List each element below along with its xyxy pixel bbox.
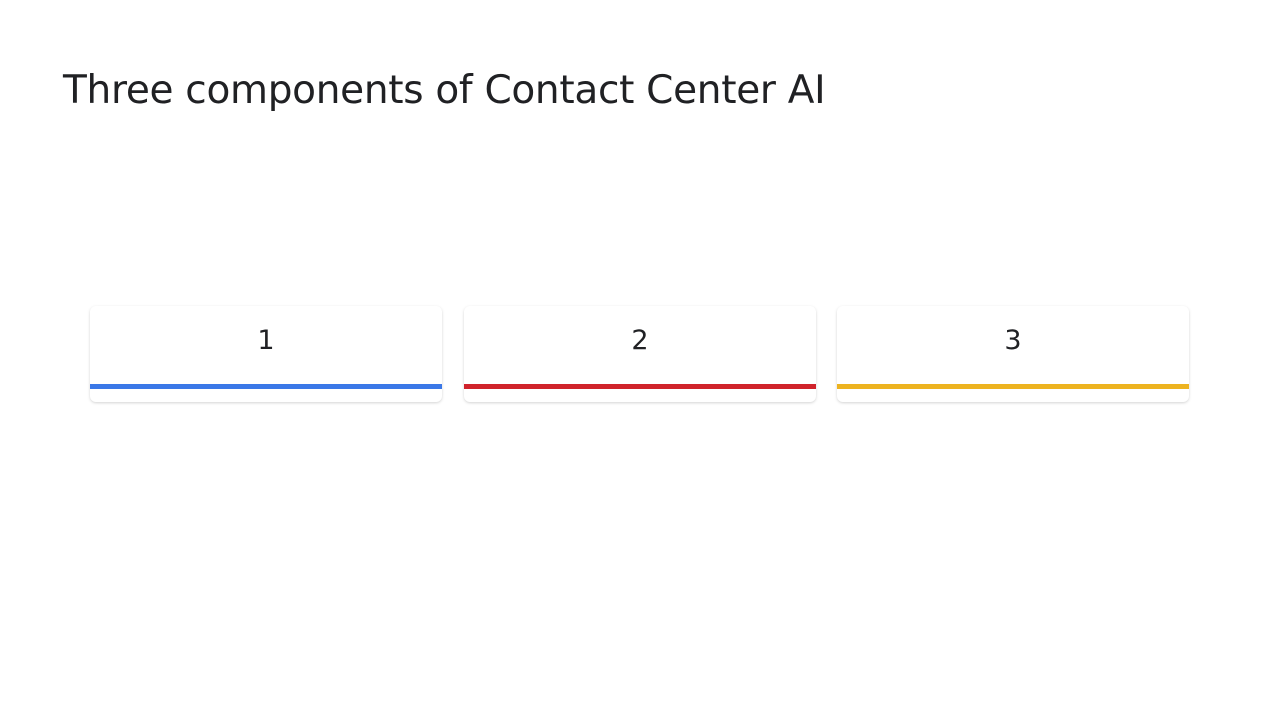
component-card-1: 1 xyxy=(90,306,442,402)
slide-title: Three components of Contact Center AI xyxy=(63,68,826,113)
card-accent-bar xyxy=(837,384,1189,389)
card-accent-bar xyxy=(464,384,816,389)
card-number: 1 xyxy=(257,325,275,356)
component-card-3: 3 xyxy=(837,306,1189,402)
card-accent-bar xyxy=(90,384,442,389)
card-number: 2 xyxy=(631,325,649,356)
card-number: 3 xyxy=(1004,325,1022,356)
component-card-2: 2 xyxy=(464,306,816,402)
